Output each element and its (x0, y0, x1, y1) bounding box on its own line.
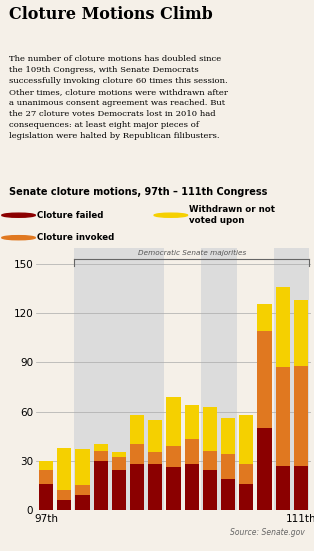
Bar (294, 300, 308, 366)
Bar (221, 454, 235, 479)
Bar (75, 485, 89, 495)
Bar (112, 457, 126, 471)
Bar (39, 484, 53, 510)
Bar (166, 467, 181, 510)
Bar (203, 471, 217, 510)
Text: Senate cloture motions, 97th – 111th Congress: Senate cloture motions, 97th – 111th Con… (9, 187, 268, 197)
Bar (239, 464, 253, 484)
Bar (130, 415, 144, 444)
Bar (239, 415, 253, 464)
Bar (166, 397, 181, 446)
Bar (201, 248, 237, 510)
Circle shape (154, 213, 187, 217)
Circle shape (2, 213, 35, 217)
Bar (94, 451, 108, 461)
Bar (203, 407, 217, 451)
Bar (185, 405, 199, 439)
Text: Withdrawn or not
voted upon: Withdrawn or not voted upon (189, 206, 275, 225)
Bar (94, 461, 108, 510)
Bar (257, 428, 272, 510)
Bar (276, 466, 290, 510)
Bar (276, 368, 290, 466)
Bar (130, 464, 144, 510)
Bar (75, 495, 89, 510)
Bar (274, 248, 309, 510)
Text: Cloture invoked: Cloture invoked (37, 233, 114, 242)
Bar (112, 452, 126, 457)
Text: Democratic Senate majorities: Democratic Senate majorities (138, 250, 246, 256)
Bar (257, 304, 272, 331)
Bar (74, 248, 164, 510)
Bar (75, 449, 89, 485)
Bar (203, 451, 217, 471)
Bar (39, 461, 53, 471)
Bar (57, 447, 71, 490)
Text: Source: Senate.gov: Source: Senate.gov (230, 528, 305, 537)
Text: Cloture failed: Cloture failed (37, 210, 103, 220)
Bar (148, 464, 162, 510)
Bar (166, 446, 181, 467)
Bar (57, 490, 71, 500)
Bar (148, 452, 162, 464)
Text: Cloture Motions Climb: Cloture Motions Climb (9, 6, 213, 23)
Text: The number of cloture motions has doubled since
the 109th Congress, with Senate : The number of cloture motions has double… (9, 55, 228, 140)
Bar (185, 439, 199, 464)
Bar (148, 420, 162, 452)
Bar (112, 471, 126, 510)
Bar (57, 500, 71, 510)
Bar (239, 484, 253, 510)
Bar (294, 466, 308, 510)
Bar (257, 331, 272, 428)
Bar (94, 444, 108, 451)
Bar (130, 444, 144, 464)
Bar (294, 366, 308, 466)
Bar (221, 479, 235, 510)
Bar (185, 464, 199, 510)
Circle shape (2, 236, 35, 240)
Bar (221, 418, 235, 454)
Bar (276, 287, 290, 368)
Bar (39, 471, 53, 484)
